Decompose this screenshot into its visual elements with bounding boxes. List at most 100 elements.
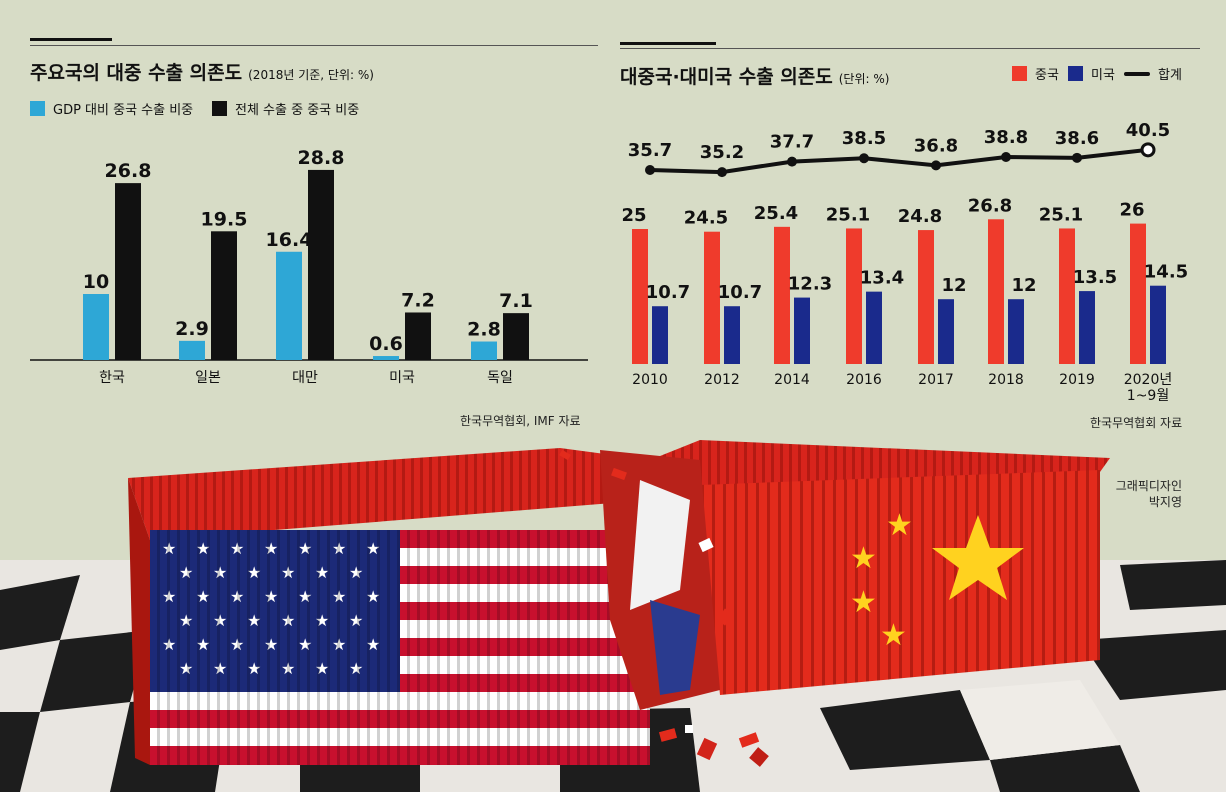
category-3-line-0: 2016 xyxy=(846,372,882,388)
label-china-0: 25 xyxy=(621,205,646,226)
bar-usa-1 xyxy=(724,306,740,364)
category-7-line-0: 2020년 xyxy=(1124,372,1173,388)
bar-china-3 xyxy=(846,228,862,364)
label-china-2: 25.4 xyxy=(754,203,798,224)
legend-usa-label: 미국 xyxy=(1091,68,1115,83)
svg-text:★: ★ xyxy=(850,585,877,620)
label-export-2: 28.8 xyxy=(298,147,345,169)
label-usa-7: 14.5 xyxy=(1144,262,1188,283)
label-export-3: 7.2 xyxy=(401,289,435,311)
total-point-7 xyxy=(1140,142,1156,158)
left-chart-unit: (2018년 기준, 단위: %) xyxy=(248,68,374,82)
total-line xyxy=(649,147,1149,175)
bar-export-4 xyxy=(503,313,529,360)
category-6-line-0: 2019 xyxy=(1059,372,1095,388)
china-stars: ★ ★ ★ ★ xyxy=(850,508,1024,653)
right-chart-title-text: 대중국·대미국 수출 의존도 xyxy=(620,66,833,88)
legend-export-label: 전체 수출 중 중국 비중 xyxy=(235,103,360,118)
usa-container: ★★★★★★★ ★★★★★★ ★★★★★★★ ★★★★★★ ★★★★★★★ ★★… xyxy=(128,448,650,765)
credit-role: 그래픽디자인 xyxy=(1115,479,1182,493)
bar-usa-7 xyxy=(1150,285,1166,364)
left-chart-title-text: 주요국의 대중 수출 의존도 xyxy=(30,62,243,84)
total-label-1: 35.2 xyxy=(700,142,744,163)
total-label-2: 37.7 xyxy=(770,132,814,153)
total-point-3 xyxy=(859,153,869,164)
category-2: 대만 xyxy=(292,370,318,386)
label-usa-1: 10.7 xyxy=(718,282,762,303)
bar-export-3 xyxy=(405,312,431,360)
bar-china-7 xyxy=(1130,223,1146,364)
bar-gdp-3 xyxy=(373,356,399,360)
bar-china-4 xyxy=(918,230,934,364)
left-title-rule xyxy=(30,45,598,46)
right-chart-unit: (단위: %) xyxy=(838,72,890,86)
bar-usa-3 xyxy=(866,291,882,364)
category-7-line-1: 1~9월 xyxy=(1127,388,1169,404)
category-0: 한국 xyxy=(99,370,125,386)
total-point-1 xyxy=(717,167,727,178)
debris xyxy=(559,449,769,767)
label-china-1: 24.5 xyxy=(684,208,728,229)
legend-china-swatch xyxy=(1012,66,1027,81)
right-title-rule xyxy=(620,48,1200,49)
left-chart-title: 주요국의 대중 수출 의존도 (2018년 기준, 단위: %) xyxy=(30,58,374,85)
legend-gdp-swatch xyxy=(30,101,45,116)
label-usa-0: 10.7 xyxy=(646,282,690,303)
legend-usa: 미국 xyxy=(1068,64,1115,83)
label-gdp-1: 2.9 xyxy=(175,318,209,340)
legend-gdp-label: GDP 대비 중국 수출 비중 xyxy=(53,103,194,118)
total-label-4: 36.8 xyxy=(914,135,958,156)
svg-text:★: ★ xyxy=(886,508,913,543)
bar-china-0 xyxy=(632,229,648,364)
label-china-3: 25.1 xyxy=(826,204,870,225)
credit-name: 박지영 xyxy=(1148,495,1182,509)
legend-usa-swatch xyxy=(1068,66,1083,81)
bar-export-1 xyxy=(211,231,237,360)
total-point-0 xyxy=(645,165,655,175)
category-1: 일본 xyxy=(195,370,221,386)
label-gdp-2: 16.4 xyxy=(266,229,313,251)
label-usa-2: 12.3 xyxy=(788,274,832,295)
category-4-line-0: 2017 xyxy=(918,372,954,388)
left-bar-chart: 10 26.8 한국 2.9 19.5 일본 16.4 28.8 대만 0.6 7.2 미국 2.8 7.… xyxy=(30,147,588,386)
total-point-2 xyxy=(787,156,797,167)
category-5-line-0: 2018 xyxy=(988,372,1024,388)
bar-china-2 xyxy=(774,226,790,364)
total-label-7: 40.5 xyxy=(1126,120,1170,141)
right-chart-panel: 대중국·대미국 수출 의존도 (단위: %) 중국 미국 합계 25 10.7 201… xyxy=(610,0,1226,509)
bar-export-0 xyxy=(115,183,141,360)
legend-gdp-ratio: GDP 대비 중국 수출 비중 xyxy=(30,99,193,118)
svg-text:★: ★ xyxy=(880,618,907,653)
bar-gdp-1 xyxy=(179,340,205,360)
label-china-5: 26.8 xyxy=(968,195,1012,216)
legend-total-label: 합계 xyxy=(1158,68,1182,83)
bar-usa-4 xyxy=(938,299,954,364)
label-china-7: 26 xyxy=(1119,200,1144,221)
legend-total-line xyxy=(1124,71,1150,76)
total-point-6 xyxy=(1072,152,1082,163)
left-chart-panel: 주요국의 대중 수출 의존도 (2018년 기준, 단위: %) GDP 대비 중… xyxy=(0,0,600,440)
bar-china-5 xyxy=(988,219,1004,364)
category-4: 독일 xyxy=(487,370,513,386)
left-title-bar xyxy=(30,38,112,41)
bar-usa-2 xyxy=(794,297,810,364)
legend-total: 합계 xyxy=(1124,64,1182,83)
svg-text:★: ★ xyxy=(850,541,877,576)
bar-gdp-4 xyxy=(471,341,497,360)
label-usa-4: 12 xyxy=(941,275,966,296)
bar-usa-6 xyxy=(1079,291,1095,364)
category-1-line-0: 2012 xyxy=(704,372,740,388)
bar-china-6 xyxy=(1059,228,1075,364)
label-china-6: 25.1 xyxy=(1039,204,1083,225)
label-usa-3: 13.4 xyxy=(860,268,904,289)
china-container: ★ ★ ★ ★ xyxy=(650,440,1110,695)
label-gdp-0: 10 xyxy=(83,271,109,293)
total-point-5 xyxy=(1001,151,1011,162)
label-china-4: 24.8 xyxy=(898,206,942,227)
bar-china-1 xyxy=(704,231,720,364)
total-label-5: 38.8 xyxy=(984,127,1028,148)
legend-export-swatch xyxy=(212,101,227,116)
bar-usa-5 xyxy=(1008,299,1024,364)
label-export-1: 19.5 xyxy=(201,208,248,230)
right-combo-chart: 25 10.7 2010 24.5 10.7 2012 25.4 12.3 2014 25.1 13… xyxy=(621,120,1188,404)
